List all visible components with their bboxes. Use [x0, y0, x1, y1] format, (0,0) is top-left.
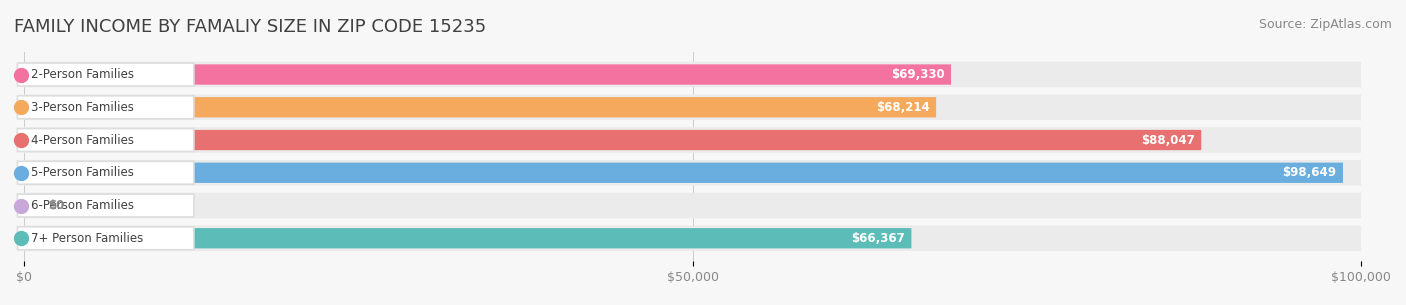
Text: $0: $0 [48, 199, 65, 212]
FancyBboxPatch shape [24, 64, 950, 85]
Text: 2-Person Families: 2-Person Families [31, 68, 134, 81]
Text: 5-Person Families: 5-Person Families [31, 166, 134, 179]
FancyBboxPatch shape [24, 228, 911, 248]
FancyBboxPatch shape [17, 194, 194, 217]
FancyBboxPatch shape [17, 161, 194, 184]
FancyBboxPatch shape [24, 163, 1343, 183]
FancyBboxPatch shape [24, 127, 1361, 153]
Text: Source: ZipAtlas.com: Source: ZipAtlas.com [1258, 18, 1392, 31]
FancyBboxPatch shape [24, 225, 1361, 251]
FancyBboxPatch shape [24, 95, 1361, 120]
FancyBboxPatch shape [17, 227, 194, 250]
FancyBboxPatch shape [17, 128, 194, 152]
FancyBboxPatch shape [24, 160, 1361, 185]
FancyBboxPatch shape [24, 193, 1361, 218]
Text: 6-Person Families: 6-Person Families [31, 199, 134, 212]
FancyBboxPatch shape [24, 130, 1201, 150]
Text: 4-Person Families: 4-Person Families [31, 134, 134, 146]
Text: $88,047: $88,047 [1140, 134, 1195, 146]
Text: $98,649: $98,649 [1282, 166, 1336, 179]
Text: 3-Person Families: 3-Person Families [31, 101, 134, 114]
FancyBboxPatch shape [24, 62, 1361, 87]
Text: 7+ Person Families: 7+ Person Families [31, 232, 143, 245]
FancyBboxPatch shape [17, 63, 194, 86]
Text: FAMILY INCOME BY FAMALIY SIZE IN ZIP CODE 15235: FAMILY INCOME BY FAMALIY SIZE IN ZIP COD… [14, 18, 486, 36]
FancyBboxPatch shape [24, 97, 936, 117]
Text: $68,214: $68,214 [876, 101, 929, 114]
Text: $69,330: $69,330 [891, 68, 945, 81]
Text: $66,367: $66,367 [851, 232, 904, 245]
FancyBboxPatch shape [17, 96, 194, 119]
